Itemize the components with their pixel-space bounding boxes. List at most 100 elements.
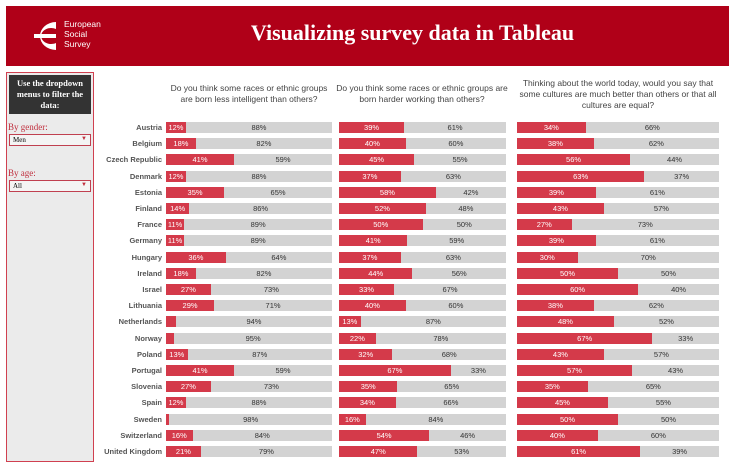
bar-yes: 45% xyxy=(517,397,608,409)
bar-yes: 16% xyxy=(166,429,193,441)
page-title: Visualizing survey data in Tableau xyxy=(250,20,575,45)
bar-row: 16% 84% xyxy=(339,413,506,425)
bar-no-label: 64% xyxy=(271,252,287,262)
bar-yes: 60% xyxy=(517,284,639,295)
bar-row: 13% 87% xyxy=(339,316,506,328)
bar-yes: 39% xyxy=(517,235,596,247)
bar-no-label: 84% xyxy=(254,430,270,440)
bar-yes: 41% xyxy=(166,154,235,166)
bar-yes: 40% xyxy=(339,138,406,150)
bar-no-label: 62% xyxy=(648,139,664,149)
bar-yes: 57% xyxy=(517,365,633,376)
bar-no-label: 66% xyxy=(644,123,660,132)
country-label: France xyxy=(137,220,162,230)
logo-line: Survey xyxy=(64,39,91,49)
bar-no-label: 88% xyxy=(251,123,267,132)
bar-no-label: 60% xyxy=(448,139,464,149)
bar-row: 32% 68% xyxy=(339,348,506,360)
dropdown-arrow-icon: ▼ xyxy=(81,182,87,188)
bar-no-label: 33% xyxy=(678,333,694,343)
bar-row: 35% 65% xyxy=(517,381,719,393)
bar-no-label: 43% xyxy=(668,366,684,375)
bar-no-label: 86% xyxy=(253,204,269,213)
bar-no-label: 61% xyxy=(447,123,463,132)
bar-yes: 22% xyxy=(339,332,376,344)
bar-row: 43% 57% xyxy=(517,348,719,360)
bar-yes: 34% xyxy=(517,122,586,133)
bar-no-label: 73% xyxy=(263,382,279,392)
bar-row: 37% 63% xyxy=(339,251,506,263)
bar-row: 35% 65% xyxy=(339,381,506,393)
bar-row: 21% 79% xyxy=(166,446,332,457)
gender-value: Men xyxy=(13,136,26,144)
bar-yes: 12% xyxy=(166,122,186,133)
bar-no-label: 55% xyxy=(452,155,468,165)
bar-row: 12% 88% xyxy=(166,170,332,182)
bar-no-label: 84% xyxy=(428,414,444,424)
bar-yes: 43% xyxy=(517,203,604,214)
bar-no-label: 52% xyxy=(658,317,674,327)
bar-yes: 35% xyxy=(517,381,588,393)
bar-row: 34% 66% xyxy=(517,122,719,133)
bar-no-label: 88% xyxy=(251,171,267,181)
bar-no-label: 40% xyxy=(671,285,687,294)
country-label: Lithuania xyxy=(128,301,162,311)
bar-no-label: 44% xyxy=(667,155,683,165)
bar-row: 35% 65% xyxy=(166,186,332,198)
bar-yes: 54% xyxy=(339,429,430,441)
bar-row: 50% 50% xyxy=(339,219,506,231)
dropdown-arrow-icon: ▼ xyxy=(81,136,87,142)
country-label: Israel xyxy=(142,285,162,294)
country-label: Belgium xyxy=(132,139,162,149)
gender-dropdown[interactable]: Men ▼ xyxy=(9,134,91,146)
country-label: Estonia xyxy=(134,187,162,197)
bar-yes xyxy=(166,413,170,425)
bar-row: 50% 50% xyxy=(517,413,719,425)
bar-yes: 29% xyxy=(166,300,215,312)
bar-yes: 63% xyxy=(517,170,645,182)
bar-yes: 11% xyxy=(166,219,185,231)
bar-yes xyxy=(166,332,175,344)
bar-row: 33% 67% xyxy=(339,284,506,295)
bar-row: 11% 89% xyxy=(166,235,332,247)
logo-line: European xyxy=(64,19,101,29)
bar-no-label: 62% xyxy=(648,301,664,311)
bar-row: 38% 62% xyxy=(517,300,719,312)
bar-row: 98% xyxy=(166,413,332,425)
bar-row: 67% 33% xyxy=(339,365,506,376)
bar-yes: 50% xyxy=(517,413,618,425)
bar-yes: 13% xyxy=(166,348,188,360)
bar-yes: 38% xyxy=(517,300,594,312)
bar-yes: 38% xyxy=(517,138,594,150)
country-label: Poland xyxy=(136,349,162,359)
bar-no-label: 59% xyxy=(275,366,291,375)
bar-row: 13% 87% xyxy=(166,348,332,360)
bar-row: 57% 43% xyxy=(517,365,719,376)
bar-yes xyxy=(166,316,176,328)
bar-row: 61% 39% xyxy=(517,446,719,457)
bar-no-label: 48% xyxy=(458,204,474,213)
bar-yes: 39% xyxy=(517,186,596,198)
bar-yes: 30% xyxy=(517,251,578,263)
bar-row: 58% 42% xyxy=(339,186,506,198)
bar-yes: 47% xyxy=(339,446,418,457)
bar-yes: 37% xyxy=(339,251,401,263)
bar-yes: 41% xyxy=(339,235,408,247)
age-dropdown[interactable]: All ▼ xyxy=(9,180,91,192)
bar-row: 40% 60% xyxy=(517,429,719,441)
country-label: Finland xyxy=(135,204,162,213)
bar-row: 30% 70% xyxy=(517,251,719,263)
bar-no-label: 94% xyxy=(246,317,262,327)
bar-yes: 40% xyxy=(517,429,598,441)
bar-yes: 61% xyxy=(517,446,641,457)
bar-row: 41% 59% xyxy=(339,235,506,247)
country-label: Ireland xyxy=(137,268,162,278)
bar-yes: 35% xyxy=(166,186,225,198)
country-label: Netherlands xyxy=(118,317,162,327)
bar-no-label: 56% xyxy=(451,268,467,278)
bar-yes: 14% xyxy=(166,203,190,214)
age-label: By age: xyxy=(8,168,36,178)
bar-row: 18% 82% xyxy=(166,267,332,279)
bar-no-label: 82% xyxy=(256,139,272,149)
bar-row: 39% 61% xyxy=(517,235,719,247)
